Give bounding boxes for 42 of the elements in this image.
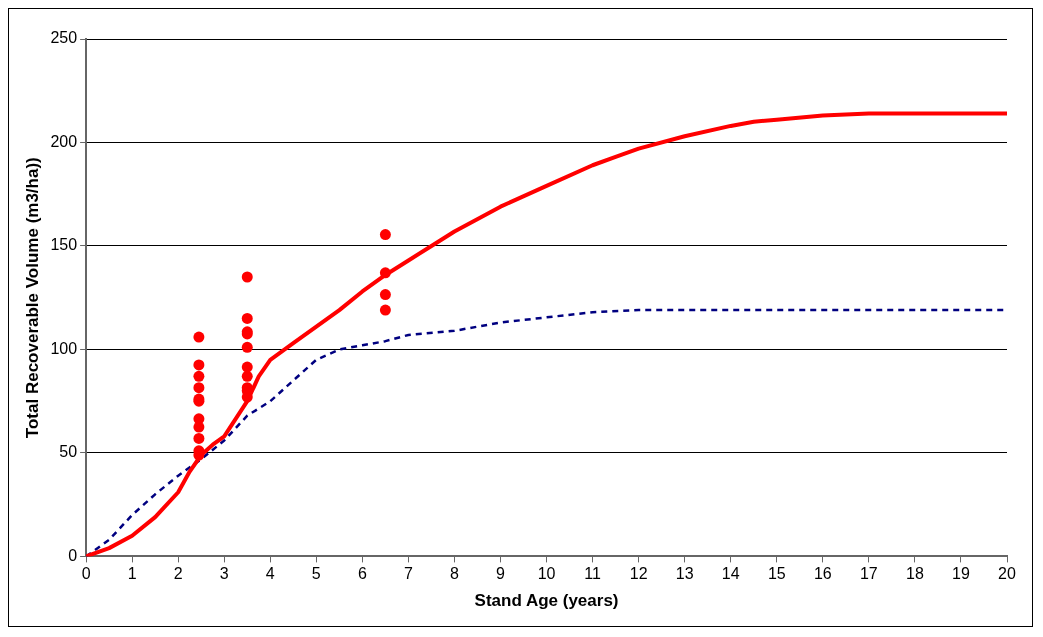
x-tick-label: 4 (265, 565, 275, 583)
x-tick-label: 11 (584, 565, 601, 583)
x-tick-label: 10 (537, 565, 556, 583)
x-tick-label: 5 (311, 565, 321, 583)
x-tick-label: 14 (721, 565, 740, 583)
x-tick-label: 9 (496, 565, 506, 583)
x-tick-label: 13 (675, 565, 694, 583)
point (241, 341, 253, 353)
x-tick-label: 8 (450, 565, 459, 583)
x-tick-label: 16 (813, 565, 832, 583)
x-tick-label: 7 (403, 565, 413, 583)
y-axis-title: Total Recoverable Volume (m3/ha)) (22, 157, 42, 439)
x-tick-label: 19 (952, 565, 970, 583)
point (379, 304, 391, 316)
x-tick-label: 0 (81, 565, 91, 583)
x-tick-label: 12 (629, 565, 648, 583)
x-tick-label: 2 (173, 565, 183, 583)
x-tick-label: 20 (998, 565, 1016, 583)
point (379, 229, 391, 241)
y-tick-label: 250 (50, 29, 78, 47)
point (193, 331, 205, 343)
x-tick-label: 15 (767, 565, 786, 583)
x-tick-label: 18 (906, 565, 924, 583)
point (193, 370, 205, 382)
x-axis-title: Stand Age (years) (474, 591, 619, 611)
point (193, 432, 205, 444)
x-tick-label: 1 (127, 565, 137, 583)
y-tick-label: 200 (50, 132, 78, 150)
point (241, 312, 253, 324)
point (379, 289, 391, 301)
y-tick-label: 100 (50, 339, 78, 357)
point (193, 359, 205, 371)
point (241, 370, 253, 382)
x-tick-label: 17 (859, 565, 878, 583)
point (241, 271, 253, 283)
y-tick-label: 150 (50, 236, 78, 254)
y-tick-label: 50 (59, 443, 78, 461)
point (379, 267, 391, 279)
point (193, 382, 205, 394)
x-tick-label: 6 (357, 565, 367, 583)
y-tick-label: 0 (68, 546, 78, 564)
x-tick-label: 3 (219, 565, 229, 583)
